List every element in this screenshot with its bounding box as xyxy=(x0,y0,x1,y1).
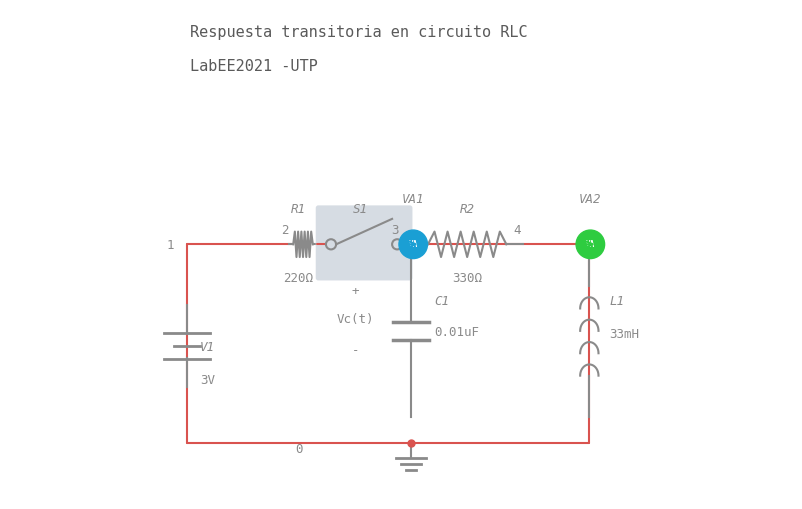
Text: 3V: 3V xyxy=(200,374,215,387)
Circle shape xyxy=(399,230,427,259)
Text: 2: 2 xyxy=(282,224,289,237)
Text: 330Ω: 330Ω xyxy=(452,272,482,286)
Text: S1: S1 xyxy=(353,203,368,216)
Text: VA1: VA1 xyxy=(402,193,424,206)
FancyBboxPatch shape xyxy=(316,205,412,280)
Text: LabEE2021 -UTP: LabEE2021 -UTP xyxy=(190,59,318,73)
Text: 3: 3 xyxy=(391,224,399,237)
Text: VA: VA xyxy=(585,240,595,249)
Text: L1: L1 xyxy=(610,295,625,308)
Text: Vc(t): Vc(t) xyxy=(337,313,374,326)
Circle shape xyxy=(576,230,605,259)
Text: 0: 0 xyxy=(295,443,303,456)
Text: 4: 4 xyxy=(513,224,520,237)
Text: 220Ω: 220Ω xyxy=(283,272,313,286)
Text: 0.01uF: 0.01uF xyxy=(434,326,479,339)
Text: -: - xyxy=(351,344,359,357)
Text: C1: C1 xyxy=(434,295,449,308)
Text: VA: VA xyxy=(408,240,418,249)
Text: +: + xyxy=(351,285,359,298)
Text: 33mH: 33mH xyxy=(610,328,640,342)
Text: R1: R1 xyxy=(290,203,306,216)
Text: 1: 1 xyxy=(167,239,175,252)
Text: R2: R2 xyxy=(460,203,475,216)
Text: Respuesta transitoria en circuito RLC: Respuesta transitoria en circuito RLC xyxy=(190,25,528,40)
Text: V1: V1 xyxy=(200,341,215,354)
Text: VA2: VA2 xyxy=(579,193,602,206)
